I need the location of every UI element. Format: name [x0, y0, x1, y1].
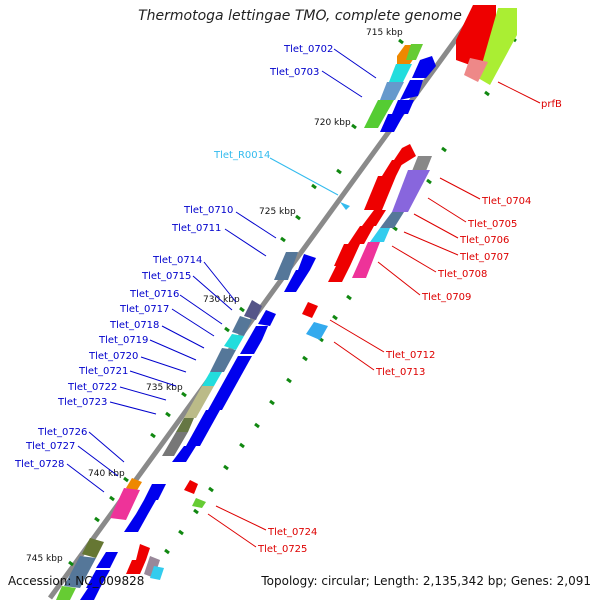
kbp-label-730: 730 kbp	[203, 295, 240, 305]
gene-label-Tlet_0724[interactable]: Tlet_0724	[267, 527, 317, 538]
gene-block-0702-0703	[364, 44, 436, 132]
gene-block-0710-0711	[274, 252, 316, 292]
gene-label-Tlet_0703[interactable]: Tlet_0703	[269, 67, 319, 78]
gene-block-prfB	[456, 5, 517, 85]
gene-label-Tlet_0726[interactable]: Tlet_0726	[37, 427, 87, 438]
kbp-label-740: 740 kbp	[88, 469, 125, 479]
map-title: Thermotoga lettingae TMO, complete genom…	[138, 8, 462, 24]
gene-label-Tlet_0716[interactable]: Tlet_0716	[129, 289, 179, 300]
gene-label-Tlet_0717[interactable]: Tlet_0717	[119, 304, 169, 315]
gene-block-0712-0713	[302, 302, 328, 340]
gene-label-Tlet_0704[interactable]: Tlet_0704	[481, 196, 531, 207]
gene-label-Tlet_0713[interactable]: Tlet_0713	[375, 367, 425, 378]
right-gene-labels: prfB Tlet_0704 Tlet_0705 Tlet_0706 Tlet_…	[257, 99, 562, 555]
right-leader-lines	[207, 81, 541, 548]
gene-label-Tlet_0709[interactable]: Tlet_0709	[421, 292, 471, 303]
gene-label-Tlet_0725[interactable]: Tlet_0725	[257, 544, 307, 555]
tick-marks-left	[68, 38, 404, 567]
gene-label-Tlet_0727[interactable]: Tlet_0727	[25, 441, 75, 452]
gene-block-0714-0723	[162, 300, 276, 462]
gene-label-Tlet_0702[interactable]: Tlet_0702	[283, 44, 333, 55]
gene-label-Tlet_0714[interactable]: Tlet_0714	[152, 255, 202, 266]
gene-label-Tlet_0728[interactable]: Tlet_0728	[14, 459, 64, 470]
gene-label-Tlet_0720[interactable]: Tlet_0720	[88, 351, 138, 362]
gene-label-Tlet_0715[interactable]: Tlet_0715	[141, 271, 191, 282]
kbp-label-715: 715 kbp	[366, 28, 403, 38]
gene-label-Tlet_0721[interactable]: Tlet_0721	[78, 366, 128, 377]
genome-summary-text: Topology: circular; Length: 2,135,342 bp…	[261, 574, 591, 588]
gene-block-0704-0709	[328, 144, 432, 282]
kbp-label-735: 735 kbp	[146, 383, 183, 393]
gene-label-Tlet_0722[interactable]: Tlet_0722	[67, 382, 117, 393]
gene-label-prfB[interactable]: prfB	[541, 99, 562, 110]
gene-label-Tlet_0706[interactable]: Tlet_0706	[459, 235, 509, 246]
gene-label-Tlet_0712[interactable]: Tlet_0712	[385, 350, 435, 361]
kbp-label-720: 720 kbp	[314, 118, 351, 128]
gene-label-Tlet_0707[interactable]: Tlet_0707	[459, 252, 509, 263]
gene-label-Tlet_0723[interactable]: Tlet_0723	[57, 397, 107, 408]
gene-block-0726-0728	[110, 478, 166, 532]
left-leader-lines	[66, 48, 377, 493]
gene-label-Tlet_0719[interactable]: Tlet_0719	[98, 335, 148, 346]
kbp-label-745: 745 kbp	[26, 554, 63, 564]
gene-label-Tlet_0718[interactable]: Tlet_0718	[109, 320, 159, 331]
gene-label-Tlet_0710[interactable]: Tlet_0710	[183, 205, 233, 216]
gene-R0014	[340, 202, 350, 210]
gene-label-Tlet_0711[interactable]: Tlet_0711	[171, 223, 221, 234]
accession-text: Accession: NC_009828	[8, 574, 145, 588]
gene-block-bottom	[56, 538, 164, 600]
left-gene-labels: Tlet_0702 Tlet_0703 Tlet_R0014 Tlet_0710…	[14, 44, 333, 470]
gene-label-Tlet_0705[interactable]: Tlet_0705	[467, 219, 517, 230]
gene-block-0724-0725	[184, 480, 206, 508]
kbp-label-725: 725 kbp	[259, 207, 296, 217]
gene-label-Tlet_0708[interactable]: Tlet_0708	[437, 269, 487, 280]
gene-label-Tlet_R0014[interactable]: Tlet_R0014	[213, 150, 270, 161]
